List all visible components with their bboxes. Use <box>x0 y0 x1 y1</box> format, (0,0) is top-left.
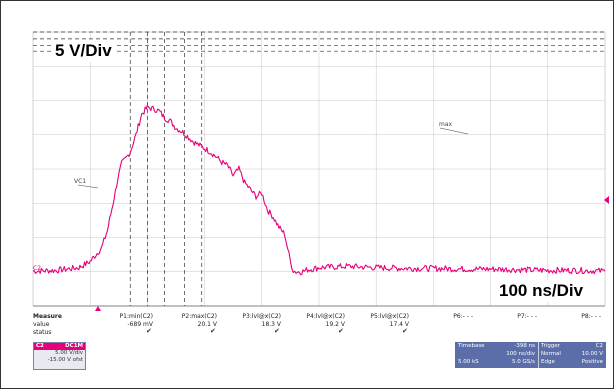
timebase-trigger-box[interactable]: Timebase -398 ns 100 ns/div 5.00 kS 5.0 … <box>455 342 606 368</box>
channel-descriptor-box[interactable]: C2 DC1M 5.00 V/div -15.00 V ofst <box>33 342 86 370</box>
measure-column-name: P7:- - - <box>517 313 537 320</box>
vertical-scale-label: 5 V/Div <box>52 40 115 62</box>
cursor-vc1-label: VC1 <box>74 178 86 185</box>
measure-column-value: 18.3 V <box>261 321 281 328</box>
trigger-slope: Positive <box>581 359 603 365</box>
trigger-position-marker <box>95 306 101 311</box>
measure-column-value: -689 mV <box>127 321 153 328</box>
measure-row-label: Measure <box>33 313 62 320</box>
timebase-delay: -398 ns <box>514 343 535 349</box>
measure-status-check-icon: ✔ <box>338 327 344 335</box>
trigger-type: Edge <box>541 359 555 365</box>
sample-rate: 5.0 GS/s <box>512 359 535 365</box>
measure-panel: Measure value status P1:min(C2) -689 mV ✔ P… <box>33 313 605 365</box>
measure-column-name: P2:max(C2) <box>181 313 217 320</box>
waveform-trace-c2 <box>32 104 606 276</box>
measure-row-status: status <box>33 329 51 337</box>
cursor-max-label: max <box>439 121 453 128</box>
channel-box-header: C2 DC1M <box>34 343 85 350</box>
trigger-label: Trigger <box>541 343 560 349</box>
status-row-label: status <box>33 329 52 336</box>
timebase-separator <box>538 342 539 368</box>
plot-grid <box>32 31 606 307</box>
timebase-scale: 100 ns/div <box>506 351 535 357</box>
measure-row-header: Measure <box>33 313 62 321</box>
timebase-label: Timebase <box>458 343 485 349</box>
measure-column-name: P1:min(C2) <box>119 313 153 320</box>
measure-column-value: 20.1 V <box>197 321 217 328</box>
measure-status-check-icon: ✔ <box>274 327 280 335</box>
measure-column-value: 17.4 V <box>389 321 409 328</box>
horizontal-scale-label: 100 ns/Div <box>496 280 587 302</box>
cursor-vc1-pointer <box>77 184 99 189</box>
channel-coupling: DC1M <box>65 343 83 349</box>
cursor-lines <box>33 31 605 306</box>
measure-column-name: P5:lvl@x(C2) <box>370 313 409 320</box>
channel-ground-marker: C2 <box>33 265 41 272</box>
measure-column-value: 19.2 V <box>325 321 345 328</box>
measure-row-value: value <box>33 321 49 329</box>
trigger-mode: Normal <box>541 351 561 357</box>
channel-scale: 5.00 V/div <box>55 350 83 356</box>
measure-column-name: P3:lvl@x(C2) <box>242 313 281 320</box>
cursor-max-pointer <box>439 127 469 135</box>
channel-offset: -15.00 V ofst <box>47 357 83 363</box>
trigger-channel: C2 <box>595 343 603 349</box>
measure-status-check-icon: ✔ <box>210 327 216 335</box>
trace-layer <box>32 104 606 276</box>
measure-column-name: P6:- - - <box>453 313 473 320</box>
measure-status-check-icon: ✔ <box>146 327 152 335</box>
trigger-level: 10.00 V <box>581 351 603 357</box>
channel-name: C2 <box>36 343 44 349</box>
measure-status-check-icon: ✔ <box>402 327 408 335</box>
measure-column-name: P4:lvl@x(C2) <box>306 313 345 320</box>
sample-count: 5.00 kS <box>458 359 479 365</box>
trigger-level-marker <box>604 196 609 204</box>
value-row-label: value <box>33 321 50 328</box>
measure-column-name: P8:- - - <box>581 313 601 320</box>
